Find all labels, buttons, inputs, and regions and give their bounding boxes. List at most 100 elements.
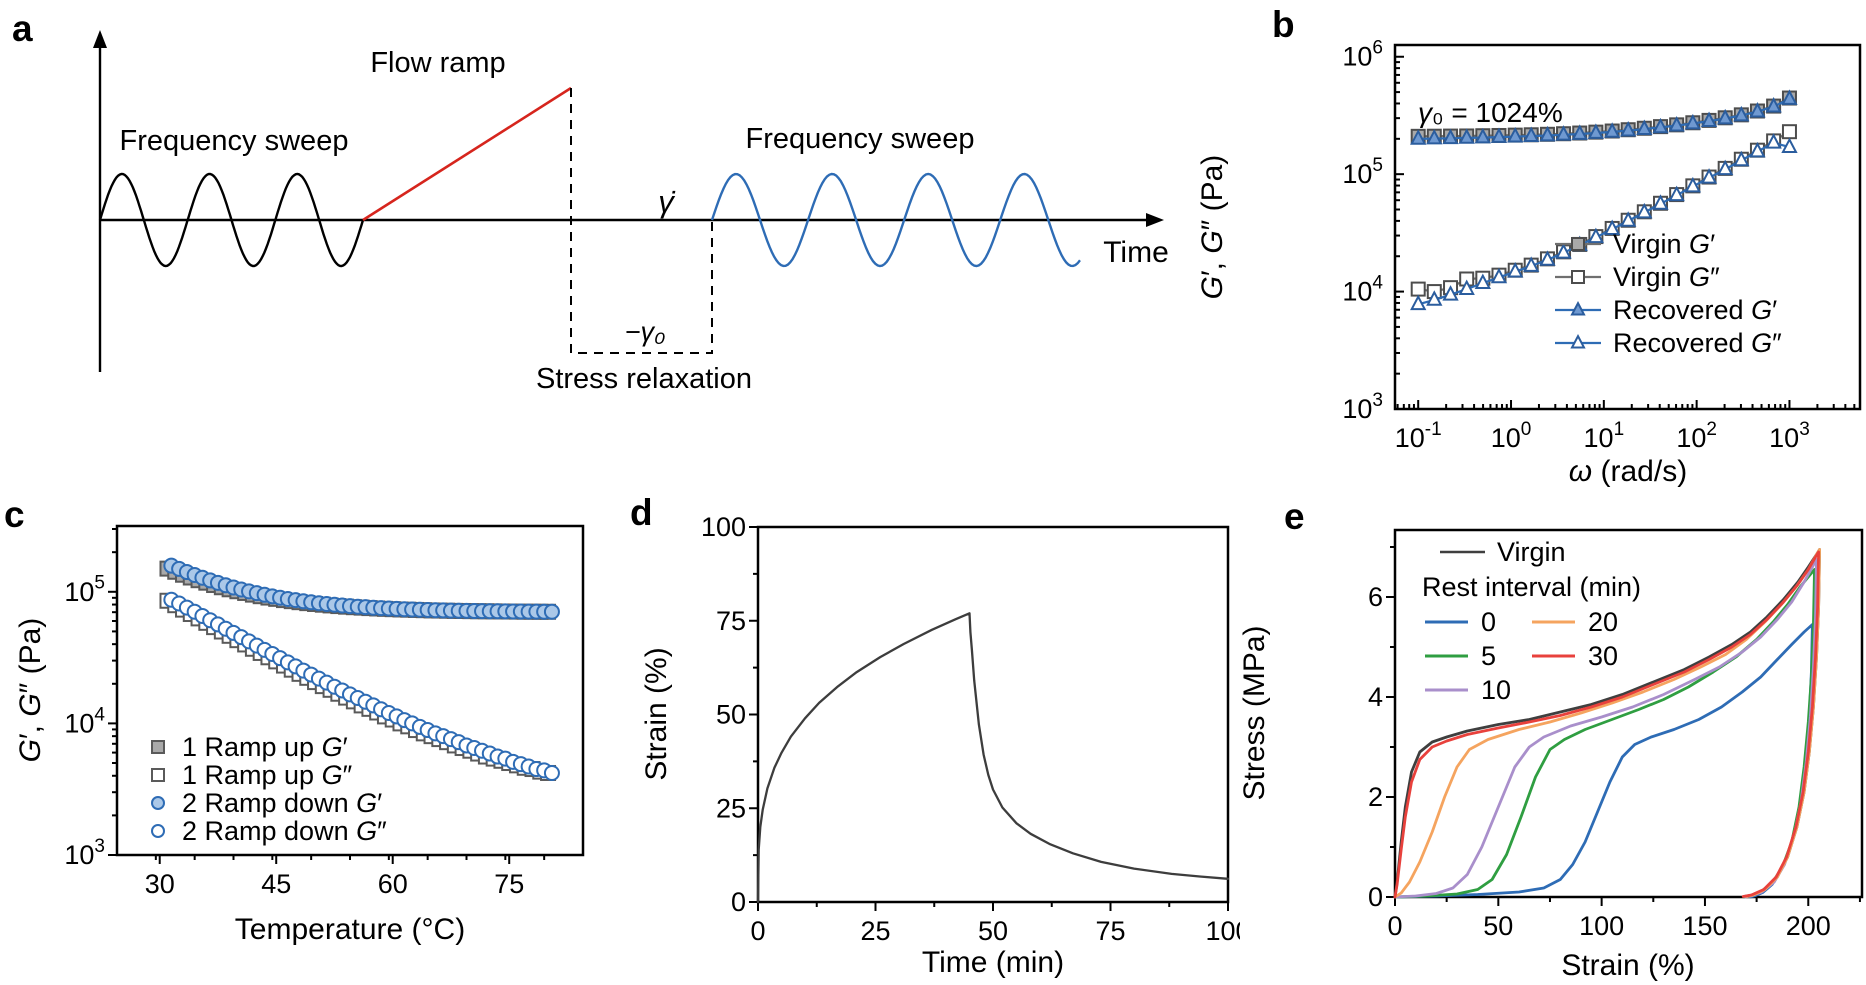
tick-label: 75 xyxy=(716,606,746,636)
marker-triangle xyxy=(1442,128,1459,145)
y-axis-title: G′, G″ (Pa) xyxy=(1196,155,1229,300)
tick-label: 45 xyxy=(261,869,291,899)
marker-triangle xyxy=(1668,116,1685,132)
tick-label: 103 xyxy=(1342,390,1383,424)
strain-step-symbol: −γ₀ xyxy=(625,317,666,347)
tick-label: 25 xyxy=(716,793,746,823)
marker-triangle xyxy=(1652,117,1669,134)
legend-label: 10 xyxy=(1481,675,1511,705)
tick-label: 104 xyxy=(64,704,105,738)
tick-label: 0 xyxy=(731,887,746,917)
axis-ticks xyxy=(1386,546,1861,906)
tick-label: 103 xyxy=(64,836,105,870)
x-axis-title: ω (rad/s) xyxy=(1569,455,1687,488)
legend-label: Recovered G′ xyxy=(1613,295,1777,325)
series-markers xyxy=(163,591,560,781)
marker-triangle xyxy=(1507,261,1524,278)
marker-triangle xyxy=(1570,333,1586,349)
schematic-drawing xyxy=(93,30,1164,372)
legend-label: Virgin G″ xyxy=(1613,262,1720,292)
axis-ticks xyxy=(1395,55,1856,410)
marker-triangle xyxy=(1652,194,1669,210)
marker-triangle xyxy=(1781,137,1798,153)
marker-triangle xyxy=(1620,211,1637,227)
panel-b-frequency-sweep-chart: 10-1 100 101 102 103 103 104 105 106 ω (rad/s) G′,… xyxy=(1196,38,1862,488)
marker-triangle xyxy=(1733,105,1750,122)
panel-label-b: b xyxy=(1272,4,1295,45)
marker-circle xyxy=(151,824,165,838)
tick-label: 10-1 xyxy=(1395,419,1442,453)
frequency-sweep-left-label: Frequency sweep xyxy=(120,125,349,157)
tick-label: 60 xyxy=(378,869,408,899)
tick-label: 0 xyxy=(750,916,765,946)
tick-label: 30 xyxy=(145,869,175,899)
marker-triangle xyxy=(1717,159,1734,176)
series-line xyxy=(1417,130,1791,293)
marker-triangle xyxy=(1523,126,1540,142)
marker-triangle xyxy=(1636,119,1653,135)
marker-circle xyxy=(151,796,165,810)
oscillation-wave xyxy=(710,172,1081,268)
legend-label: 2 Ramp down G″ xyxy=(182,816,387,846)
marker-triangle xyxy=(1539,250,1556,266)
marker-triangle xyxy=(1442,285,1459,301)
tick-label: 200 xyxy=(1786,911,1831,941)
tick-label: 106 xyxy=(1342,38,1383,72)
marker-triangle xyxy=(1781,89,1798,105)
tick-label: 101 xyxy=(1584,419,1625,453)
annotation: γ₀ = 1024% xyxy=(1418,97,1563,128)
y-axis-title: G′, G″ (Pa) xyxy=(14,618,47,763)
marker-circle xyxy=(543,603,560,620)
series-markers xyxy=(163,557,560,620)
tick-label: 75 xyxy=(494,869,524,899)
panel-c-temperature-ramp-chart: 30 45 60 75 103 104 105 Temperature (°C) G′, G″ … xyxy=(14,524,585,946)
marker-triangle xyxy=(1458,279,1475,295)
marker-triangle xyxy=(1490,267,1508,284)
tick-label: 0 xyxy=(1387,911,1402,941)
tick-label: 0 xyxy=(1368,882,1383,912)
marker-square xyxy=(1571,237,1585,251)
marker-triangle xyxy=(1636,202,1653,219)
marker-triangle xyxy=(1604,219,1621,236)
plot-frame xyxy=(1393,43,1862,411)
marker-triangle xyxy=(1507,126,1524,143)
marker-triangle xyxy=(1458,128,1475,144)
stress-relaxation-dashed-path xyxy=(570,88,713,354)
marker-triangle xyxy=(1700,111,1718,127)
plot-frame xyxy=(756,525,1230,904)
plot-frame xyxy=(1393,528,1864,899)
tick-label: 100 xyxy=(1205,916,1240,946)
oscillation-wave xyxy=(98,172,365,268)
marker-triangle xyxy=(1749,141,1766,158)
x-axis-title: Temperature (°C) xyxy=(235,913,465,946)
x-axis-title: Strain (%) xyxy=(1561,949,1694,982)
stress-relaxation-label: Stress relaxation xyxy=(536,363,752,395)
legend-label: 30 xyxy=(1588,641,1618,671)
marker-square xyxy=(151,740,165,754)
axis-ticks xyxy=(749,526,1229,911)
marker-triangle xyxy=(1570,300,1586,316)
marker-circle xyxy=(543,764,560,781)
marker-triangle xyxy=(1410,294,1427,311)
legend-label: 5 xyxy=(1481,641,1496,671)
y-axis-title: Stress (MPa) xyxy=(1240,625,1271,800)
flow-ramp-line xyxy=(362,86,572,222)
marker-triangle xyxy=(1426,128,1443,145)
marker-triangle xyxy=(1765,133,1782,149)
marker-triangle xyxy=(1474,127,1491,144)
series-markers xyxy=(1410,133,1798,311)
marker-triangle xyxy=(1571,124,1588,140)
x-axis-title: Time (min) xyxy=(922,946,1064,979)
tick-label: 50 xyxy=(716,700,746,730)
marker-triangle xyxy=(1426,290,1443,306)
tick-label: 150 xyxy=(1682,911,1727,941)
tick-label: 50 xyxy=(978,916,1008,946)
axis-ticks xyxy=(108,528,546,864)
flow-ramp-label: Flow ramp xyxy=(370,47,505,79)
marker-triangle xyxy=(1765,97,1782,113)
marker-triangle xyxy=(1410,129,1427,145)
legend-label: 20 xyxy=(1588,607,1618,637)
legend-label: 0 xyxy=(1481,607,1496,637)
